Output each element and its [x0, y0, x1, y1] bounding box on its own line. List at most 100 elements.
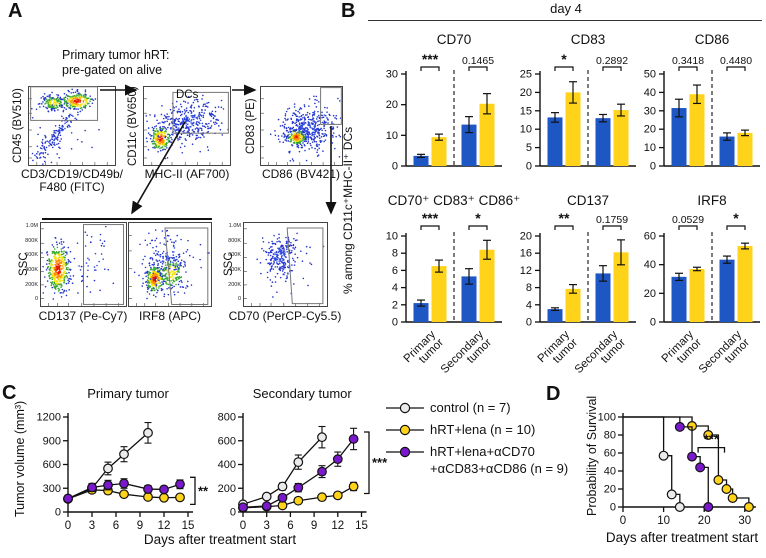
day4-header: day 4	[550, 1, 582, 16]
svg-text:3: 3	[263, 520, 269, 532]
panel-d-x-axis-label: Days after treatment start	[605, 530, 759, 545]
svg-text:30: 30	[386, 69, 398, 81]
svg-text:20: 20	[520, 231, 532, 243]
panel-b-y-axis-label: % among CD11c⁺MHC-II⁺ DCs	[341, 126, 355, 294]
caption-line-2: pre-gated on alive	[62, 62, 163, 77]
svg-text:***: ***	[422, 210, 439, 226]
svg-text:20: 20	[386, 99, 398, 111]
panel-a-caption: Primary tumor hRT: pre-gated on alive	[62, 48, 169, 78]
svg-text:50: 50	[644, 69, 656, 81]
axis-label-lineage-line2: F480 (FITC)	[39, 180, 105, 195]
survival-chart: 0 20 40 60 80 100 0 10 20 30 ***	[598, 412, 756, 527]
svg-text:0: 0	[620, 515, 626, 527]
axis-label-lineage-line1: CD3/CD19/CD49b/	[20, 167, 124, 181]
svg-text:***: ***	[422, 51, 439, 67]
svg-text:CD137: CD137	[567, 193, 609, 208]
svg-text:800: 800	[218, 412, 236, 424]
svg-text:CD83: CD83	[571, 32, 606, 47]
svg-text:20: 20	[698, 515, 711, 527]
panel-c-label: C	[2, 382, 17, 404]
svg-text:10: 10	[657, 515, 670, 527]
legend-marker-hrt-lena	[386, 424, 424, 436]
svg-text:10: 10	[386, 231, 398, 243]
svg-text:4: 4	[392, 282, 398, 294]
legend-marker-control	[386, 402, 424, 414]
svg-text:0.2892: 0.2892	[596, 55, 628, 67]
svg-text:0: 0	[526, 317, 532, 329]
day4-underline	[368, 20, 762, 21]
svg-text:3: 3	[89, 520, 95, 532]
svg-text:9: 9	[311, 520, 317, 532]
ssc-tick-label: 200K	[228, 281, 241, 288]
svg-text:IRF8: IRF8	[697, 193, 726, 208]
ssc-tick-label: 600K	[228, 252, 241, 259]
svg-text:CD86: CD86	[695, 32, 730, 47]
svg-text:*: *	[561, 51, 567, 67]
bar-chart-cd83: 0 5 10 15 20 25 CD83 * 0.2892	[520, 32, 636, 173]
panel-c-x-axis-label: Days after treatment start	[143, 532, 297, 547]
svg-text:8: 8	[526, 282, 532, 294]
svg-text:0: 0	[392, 317, 398, 329]
svg-text:9: 9	[137, 520, 143, 532]
svg-text:60: 60	[644, 231, 656, 243]
svg-text:0.3418: 0.3418	[672, 55, 704, 67]
svg-text:0: 0	[230, 507, 236, 519]
ssc-tick-label: 800K	[25, 237, 38, 244]
legend-entry-combo-line2: +αCD83+αCD86 (n = 9)	[430, 461, 569, 476]
svg-text:CD70⁺ CD83⁺ CD86⁺: CD70⁺ CD83⁺ CD86⁺	[388, 193, 520, 208]
flow-plot-ssc-vs-cd137	[40, 222, 127, 307]
flow-plot-cd83-vs-cd86	[260, 86, 343, 166]
svg-text:10: 10	[386, 130, 398, 142]
ssc-tick-label: 0	[237, 296, 241, 303]
ssc-tick-label: 800K	[228, 237, 241, 244]
svg-text:40: 40	[604, 466, 616, 478]
ssc-tick-label: 400K	[25, 267, 38, 274]
svg-text:CD70: CD70	[437, 32, 472, 47]
svg-text:200: 200	[218, 483, 236, 495]
axis-label-cd70: CD70 (PerCP-Cy5.5)	[228, 309, 342, 323]
bar-chart-cd70: 0 10 20 30 CD70 *** 0.1465	[386, 32, 502, 173]
svg-text:100: 100	[598, 412, 616, 424]
bar-chart-irf8: 0204060IRF80.0529Primarytumor*Secondaryt…	[644, 193, 760, 376]
svg-text:15: 15	[520, 105, 532, 117]
svg-text:25: 25	[520, 69, 532, 81]
svg-text:20: 20	[604, 484, 616, 496]
svg-text:30: 30	[738, 515, 751, 527]
svg-text:0: 0	[240, 520, 246, 532]
svg-text:20: 20	[644, 124, 656, 136]
legend-entry-combo-line1: hRT+lena+αCD70	[430, 444, 535, 459]
legend-entry-hrt-lena: hRT+lena (n = 10)	[430, 422, 536, 437]
svg-text:600: 600	[43, 459, 61, 471]
ssc-tick-label: 400K	[228, 267, 241, 274]
svg-text:5: 5	[526, 142, 532, 154]
bar-chart-cd137: 048121620CD137**Primarytumor0.1759Second…	[520, 193, 636, 376]
axis-label-irf8: IRF8 (APC)	[138, 309, 201, 323]
flow-plot-cd11c-vs-mhcii	[143, 86, 231, 166]
svg-text:0: 0	[526, 161, 532, 173]
flow-plot-cd45-vs-lineage	[28, 86, 116, 166]
svg-text:0: 0	[650, 161, 656, 173]
svg-text:30: 30	[644, 105, 656, 117]
svg-text:6: 6	[287, 520, 293, 532]
svg-text:300: 300	[43, 483, 61, 495]
svg-text:40: 40	[644, 259, 656, 271]
svg-text:8: 8	[392, 248, 398, 260]
flow-plot-ssc-vs-cd70	[243, 222, 328, 307]
axis-label-mhcii: MHC-II (AF700)	[144, 167, 230, 181]
axis-label-lineage-fitc: CD3/CD19/CD49b/ F480 (FITC)	[10, 167, 134, 195]
panel-d-label: D	[546, 383, 561, 405]
svg-text:12: 12	[331, 520, 344, 532]
svg-text:**: **	[198, 483, 209, 498]
legend-entry-control: control (n = 7)	[430, 400, 511, 415]
ssc-tick-label: 600K	[25, 252, 38, 259]
svg-text:600: 600	[218, 435, 236, 447]
svg-text:20: 20	[644, 288, 656, 300]
svg-text:15: 15	[355, 520, 368, 532]
svg-text:40: 40	[644, 87, 656, 99]
svg-text:0.4480: 0.4480	[720, 55, 752, 67]
svg-text:12: 12	[158, 520, 171, 532]
line-chart-secondary-tumor: 0 200 400 600 800 0 3 6 9 12 15 Secondary tumor ***	[218, 386, 388, 532]
ssc-tick-label: 200K	[25, 281, 38, 288]
flow-plot-ssc-vs-irf8	[128, 222, 212, 307]
